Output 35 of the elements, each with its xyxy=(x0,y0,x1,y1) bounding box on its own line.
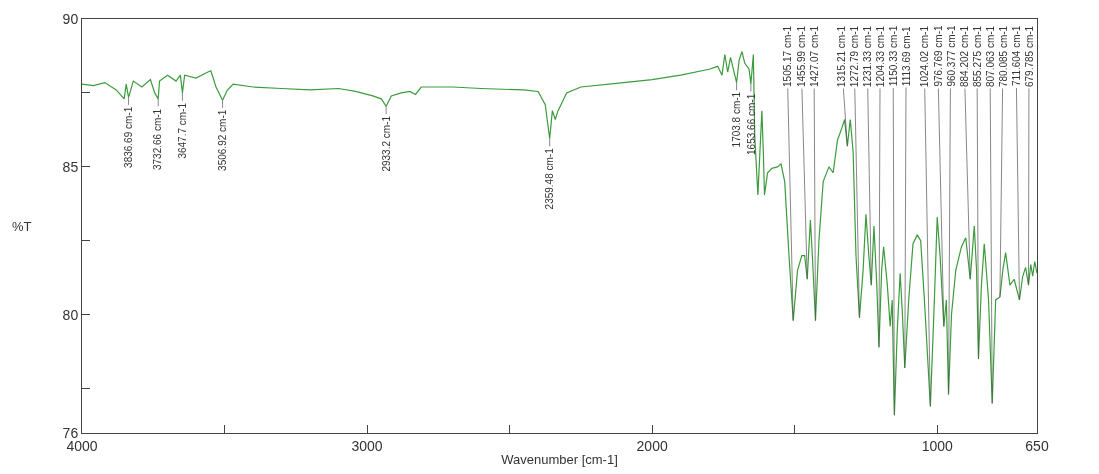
annotation: 1204.33 cm-1 xyxy=(875,25,887,88)
annotation: 1231.33 cm-1 xyxy=(862,25,874,88)
annotation: 1315.21 cm-1 xyxy=(836,25,848,88)
annotation: 855.275 cm-1 xyxy=(972,25,983,87)
annotation: 1150.33 cm-1 xyxy=(888,25,900,87)
annotation: 1024.02 cm-1 xyxy=(919,25,931,88)
annotation: 3506.92 cm-1 xyxy=(217,109,229,171)
x-tick-label: 650 xyxy=(1025,437,1049,454)
x-tick-label: 3000 xyxy=(351,437,383,454)
annotation: 780.085 cm-1 xyxy=(998,25,1009,87)
annotation: 1427.07 cm-1 xyxy=(809,25,820,87)
x-axis-title: Wavenumber [cm-1] xyxy=(501,452,618,468)
annotation: 807.063 cm-1 xyxy=(985,25,996,87)
annotation: 2359.48 cm-1 xyxy=(543,147,555,210)
x-tick-label: 2000 xyxy=(636,437,668,454)
annotation: 711.604 cm-1 xyxy=(1011,25,1022,86)
annotation: 1455.99 cm-1 xyxy=(796,25,807,87)
annotation: 1272.79 cm-1 xyxy=(849,25,861,88)
x-tick-label: 1000 xyxy=(921,437,953,454)
annotation: 1113.69 cm-1 xyxy=(901,26,913,87)
annotation: 1505.17 cm-1 xyxy=(781,25,793,87)
annotation: 3836.69 cm-1 xyxy=(123,106,135,168)
annotation: 1703.8 cm-1 xyxy=(730,91,742,148)
annotation: 976.769 cm-1 xyxy=(932,25,944,87)
y-tick-label: 90 xyxy=(62,10,79,27)
annotation: 1653.66 cm-1 xyxy=(745,93,757,155)
annotation: 2933.2 cm-1 xyxy=(380,115,392,172)
annotation: 884.202 cm-1 xyxy=(959,25,970,87)
y-axis-title: %T xyxy=(12,219,32,234)
annotation: 3732.66 cm-1 xyxy=(152,108,164,171)
annotation: 679.785 cm-1 xyxy=(1024,25,1035,87)
y-tick-label: 85 xyxy=(62,158,79,175)
annotation: 960.377 cm-1 xyxy=(945,25,957,87)
y-tick-label: 80 xyxy=(62,306,79,323)
annotation: 3647.7 cm-1 xyxy=(177,102,189,159)
